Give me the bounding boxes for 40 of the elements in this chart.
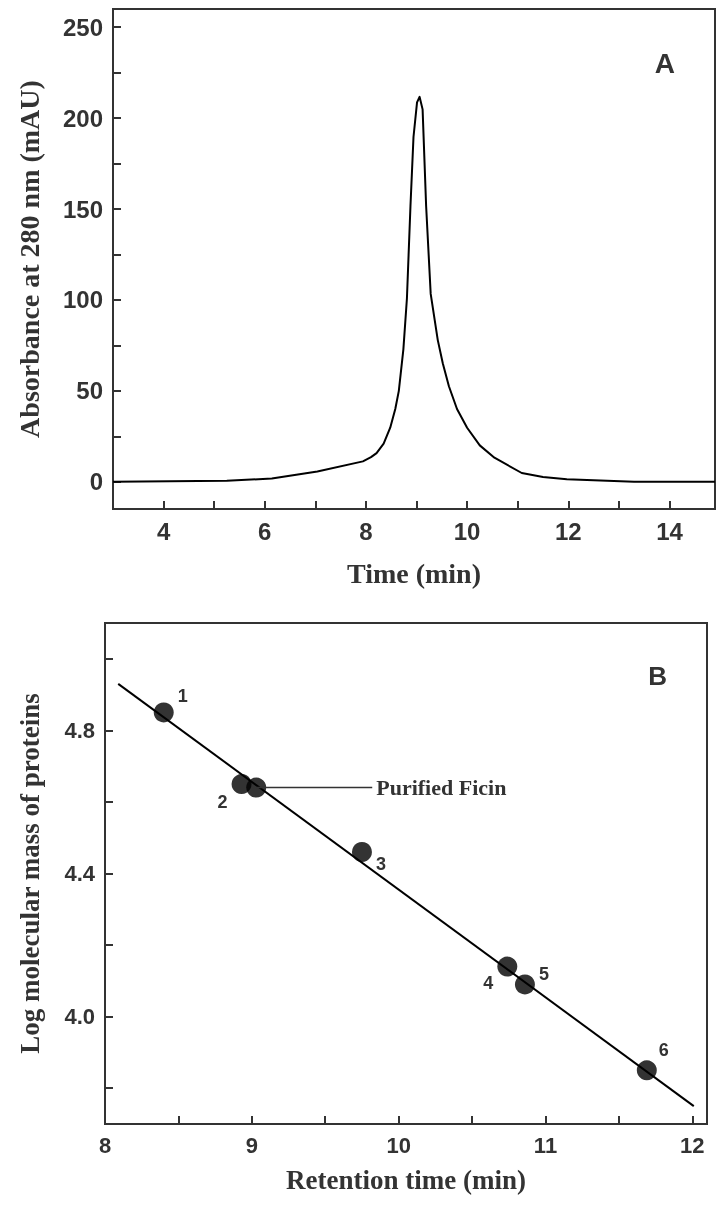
x-tick-label: 11 [533, 1132, 558, 1158]
annotation: 2 [217, 792, 228, 813]
annotation: B [648, 661, 667, 691]
y-axis-title: Log molecular mass of proteins [14, 693, 45, 1054]
annotation: A [654, 47, 676, 79]
annotation: 6 [658, 1040, 669, 1061]
point [153, 702, 174, 723]
x-tick-label: 10 [386, 1132, 411, 1158]
x-tick-label: 12 [554, 517, 582, 545]
y-tick-label: 50 [76, 377, 103, 405]
y-axis-title: Absorbance at 280 nm (mAU) [13, 80, 45, 438]
annotation: 3 [375, 854, 386, 875]
x-tick-label: 8 [359, 517, 373, 545]
point [636, 1060, 657, 1081]
point [351, 842, 372, 863]
y-tick-label: 4.8 [64, 717, 95, 743]
annotation: Purified Ficin [376, 775, 507, 801]
y-tick-label: 4.4 [64, 861, 96, 886]
x-tick-label: 9 [245, 1132, 258, 1158]
x-tick-label: 8 [98, 1132, 112, 1158]
line-series [112, 95, 716, 483]
x-axis-title: Retention time (min) [286, 1164, 526, 1195]
y-tick-label: 250 [62, 13, 103, 41]
x-tick-label: 4 [156, 517, 171, 545]
x-tick-label: 14 [656, 517, 684, 545]
y-tick-label: 4.0 [64, 1004, 95, 1030]
y-tick-label: 150 [62, 195, 103, 223]
point [497, 956, 518, 977]
x-axis-title: Time (min) [346, 557, 482, 589]
x-tick-label: 10 [453, 517, 481, 545]
y-tick-label: 100 [62, 286, 103, 314]
annotation: 4 [483, 972, 494, 993]
x-tick-label: 12 [680, 1132, 705, 1158]
point [514, 974, 535, 995]
x-tick-label: 6 [258, 517, 272, 545]
annotation: 1 [177, 686, 188, 707]
point [246, 777, 267, 798]
y-tick-label: 0 [89, 468, 103, 496]
y-tick-label: 200 [62, 104, 103, 132]
annotation: 5 [538, 964, 549, 985]
